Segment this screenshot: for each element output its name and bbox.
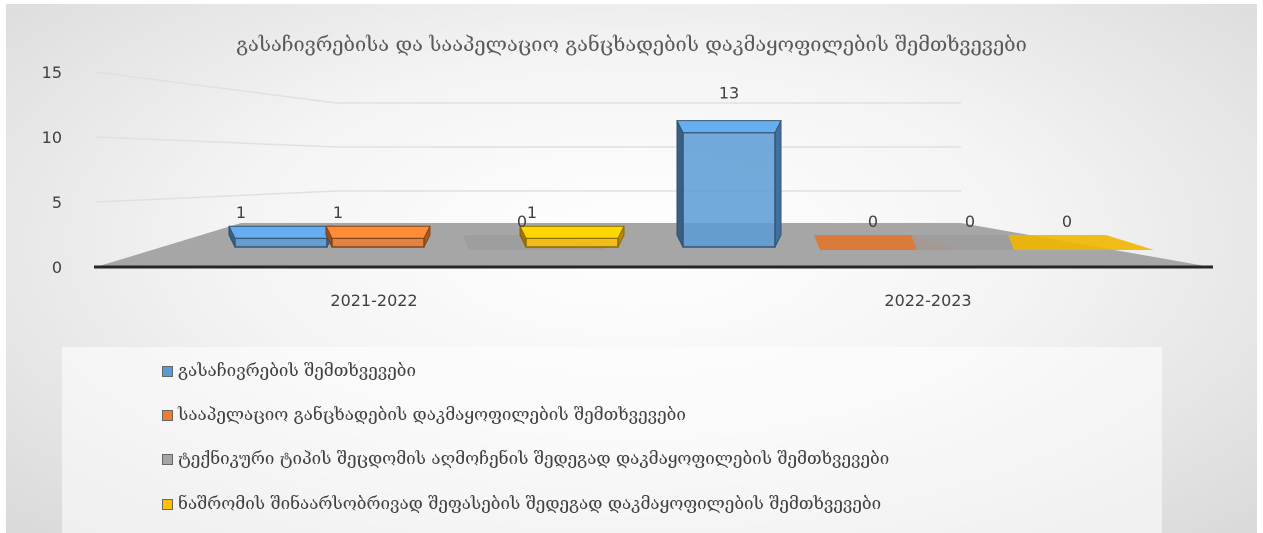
bar (682, 131, 776, 248)
legend-swatch (162, 365, 173, 377)
bar (1008, 235, 1154, 250)
legend-label: ტექნიკური ტიპის შეცდომის აღმოჩენის შედეგ… (178, 449, 890, 469)
y-tick-label: 15 (42, 63, 62, 82)
legend-label: სააპელაციო განცხადების დაკმაყოფილების შე… (178, 405, 686, 425)
data-label: 0 (965, 212, 975, 231)
legend-item: ტექნიკური ტიპის შეცდომის აღმოჩენის შედეგ… (162, 449, 889, 469)
chart-title: გასაჩივრებისა და სააპელაციო განცხადების … (236, 32, 1027, 56)
chart-legend: გასაჩივრების შემთხვევები სააპელაციო განც… (62, 347, 1162, 533)
legend-label: ნაშრომის შინაარსობრივად შეფასების შედეგა… (178, 494, 882, 514)
legend-swatch (162, 409, 173, 421)
bar-top (519, 225, 625, 239)
bar-top (325, 225, 431, 239)
gridline (95, 71, 337, 104)
data-label: 0 (1062, 212, 1072, 231)
data-label: 0 (868, 212, 878, 231)
bar (234, 237, 328, 248)
gridline (95, 136, 337, 148)
legend-swatch (162, 498, 173, 510)
data-label: 0 (517, 212, 527, 231)
legend-item: გასაჩივრების შემთხვევები (162, 361, 416, 381)
legend-label: გასაჩივრების შემთხვევები (178, 361, 417, 381)
legend-item: ნაშრომის შინაარსობრივად შეფასების შედეგა… (162, 494, 881, 514)
bar-side (774, 120, 782, 248)
bar-top (228, 225, 334, 239)
chart-area: 0 5 10 15 2021-2022 2022-2023 1 13 1 0 0 0 1 0 გასაჩი… (6, 4, 1257, 533)
data-label: 1 (527, 203, 537, 222)
data-label: 13 (719, 84, 739, 103)
bar-side (676, 120, 684, 248)
y-tick-label: 0 (52, 258, 62, 277)
bar-top (676, 120, 782, 134)
y-tick-label: 10 (42, 128, 62, 147)
x-tick-label: 2022-2023 (884, 291, 971, 310)
legend-swatch (162, 453, 173, 465)
gridline (95, 190, 337, 203)
data-label: 1 (236, 203, 246, 222)
bar (331, 237, 425, 248)
bar (525, 237, 619, 248)
legend-item: სააპელაციო განცხადების დაკმაყოფილების შე… (162, 405, 686, 425)
y-tick-label: 5 (52, 193, 62, 212)
x-tick-label: 2021-2022 (330, 291, 417, 310)
data-label: 1 (333, 203, 343, 222)
